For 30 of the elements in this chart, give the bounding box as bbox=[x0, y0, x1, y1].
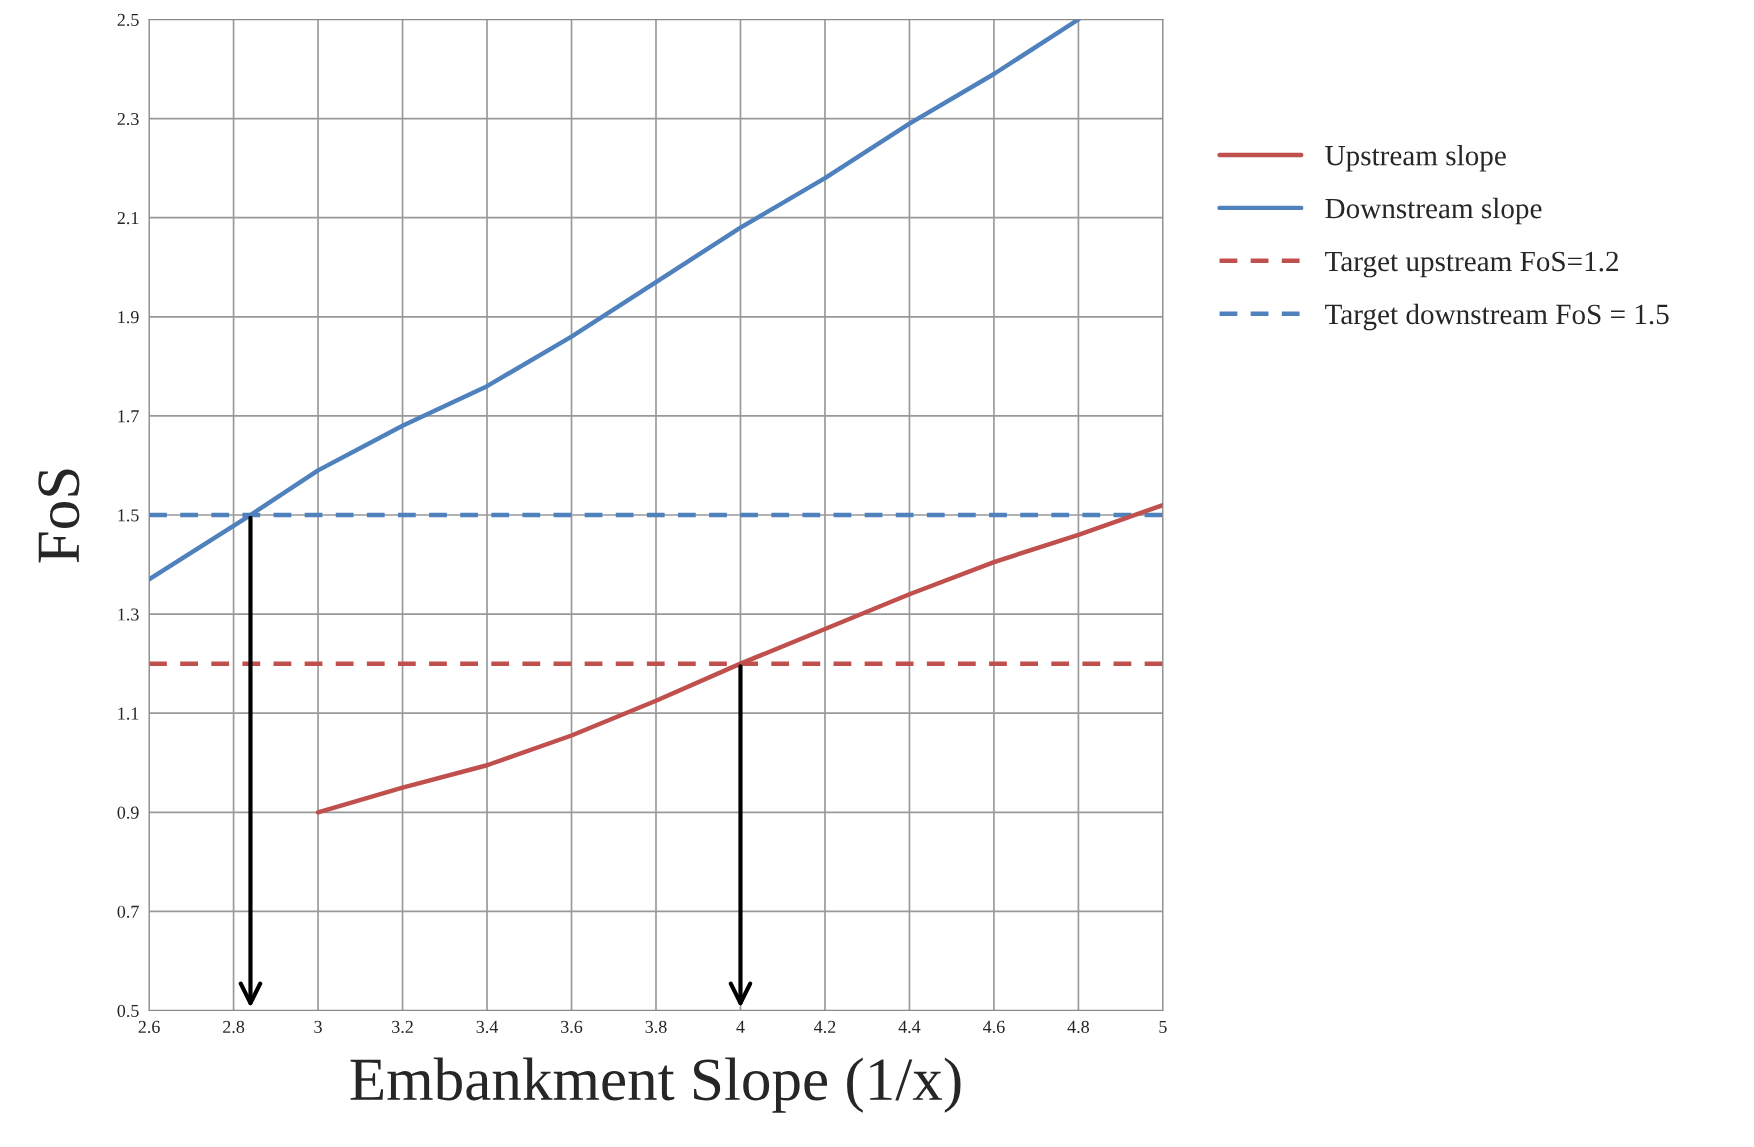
y-tick-label: 1.7 bbox=[118, 410, 139, 423]
x-tick-label: 3 bbox=[314, 1020, 322, 1033]
y-tick-label: 0.7 bbox=[117, 905, 139, 918]
x-tick-label: 2.8 bbox=[223, 1020, 245, 1034]
y-tick-label: 2.1 bbox=[117, 212, 139, 225]
y-axis-title: FoS bbox=[38, 469, 80, 563]
legend-label: Target downstream FoS = 1.5 bbox=[1325, 303, 1669, 331]
x-tick-label: 4.4 bbox=[898, 1020, 921, 1034]
y-tick-label: 1.5 bbox=[118, 509, 139, 522]
legend-label: Upstream slope bbox=[1325, 144, 1506, 172]
y-tick-label: 0.9 bbox=[117, 806, 139, 819]
y-tick-label: 2.3 bbox=[117, 112, 139, 126]
y-tick-label: 1.1 bbox=[118, 707, 139, 720]
x-tick-label: 3.8 bbox=[645, 1020, 667, 1034]
x-tick-label: 4.2 bbox=[814, 1020, 836, 1034]
y-tick-label: 1.9 bbox=[118, 311, 139, 324]
y-tick-label: 2.5 bbox=[117, 13, 139, 27]
y-tick-label: 0.5 bbox=[117, 1004, 139, 1018]
x-tick-label: 3.2 bbox=[392, 1020, 413, 1034]
x-tick-label: 4.6 bbox=[983, 1020, 1005, 1034]
x-tick-label: 3.6 bbox=[561, 1020, 583, 1034]
x-tick-label: 5 bbox=[1159, 1020, 1167, 1033]
y-tick-label: 1.3 bbox=[118, 608, 139, 621]
x-axis-title: Embankment Slope (1/x) bbox=[350, 1057, 961, 1113]
x-tick-label: 4 bbox=[736, 1020, 745, 1033]
x-tick-label: 3.4 bbox=[476, 1020, 499, 1034]
legend-label: Downstream slope bbox=[1325, 197, 1542, 225]
x-tick-label: 4.8 bbox=[1067, 1020, 1090, 1034]
legend-label: Target upstream FoS=1.2 bbox=[1325, 251, 1618, 278]
x-tick-label: 2.6 bbox=[138, 1020, 160, 1034]
